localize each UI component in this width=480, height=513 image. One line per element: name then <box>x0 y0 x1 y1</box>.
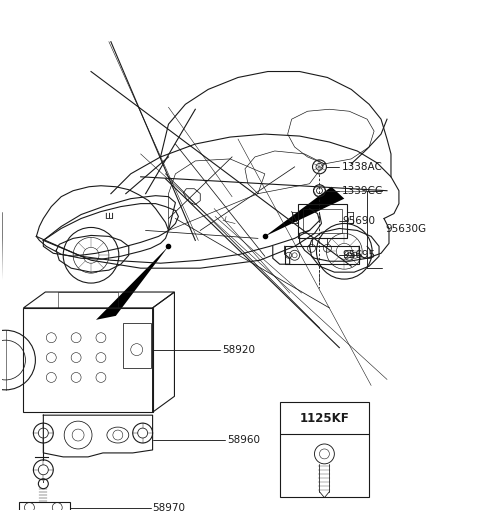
Text: 1339CC: 1339CC <box>342 186 384 195</box>
Text: 95695: 95695 <box>342 250 375 260</box>
Text: 58920: 58920 <box>222 345 255 355</box>
Text: ꟺ: ꟺ <box>105 211 113 222</box>
Bar <box>302 209 342 233</box>
Bar <box>58 292 118 308</box>
Text: 1338AC: 1338AC <box>342 162 383 172</box>
Polygon shape <box>265 187 344 236</box>
Text: 58960: 58960 <box>227 435 260 445</box>
Bar <box>123 323 151 367</box>
Bar <box>19 502 70 513</box>
Text: 1125KF: 1125KF <box>300 411 349 425</box>
Bar <box>280 402 369 497</box>
Bar <box>24 308 153 412</box>
Text: 95690: 95690 <box>342 216 375 226</box>
Text: 95630G: 95630G <box>385 225 426 234</box>
Bar <box>298 204 347 239</box>
Bar <box>285 246 359 264</box>
Polygon shape <box>96 246 168 320</box>
Text: 58970: 58970 <box>153 503 186 512</box>
